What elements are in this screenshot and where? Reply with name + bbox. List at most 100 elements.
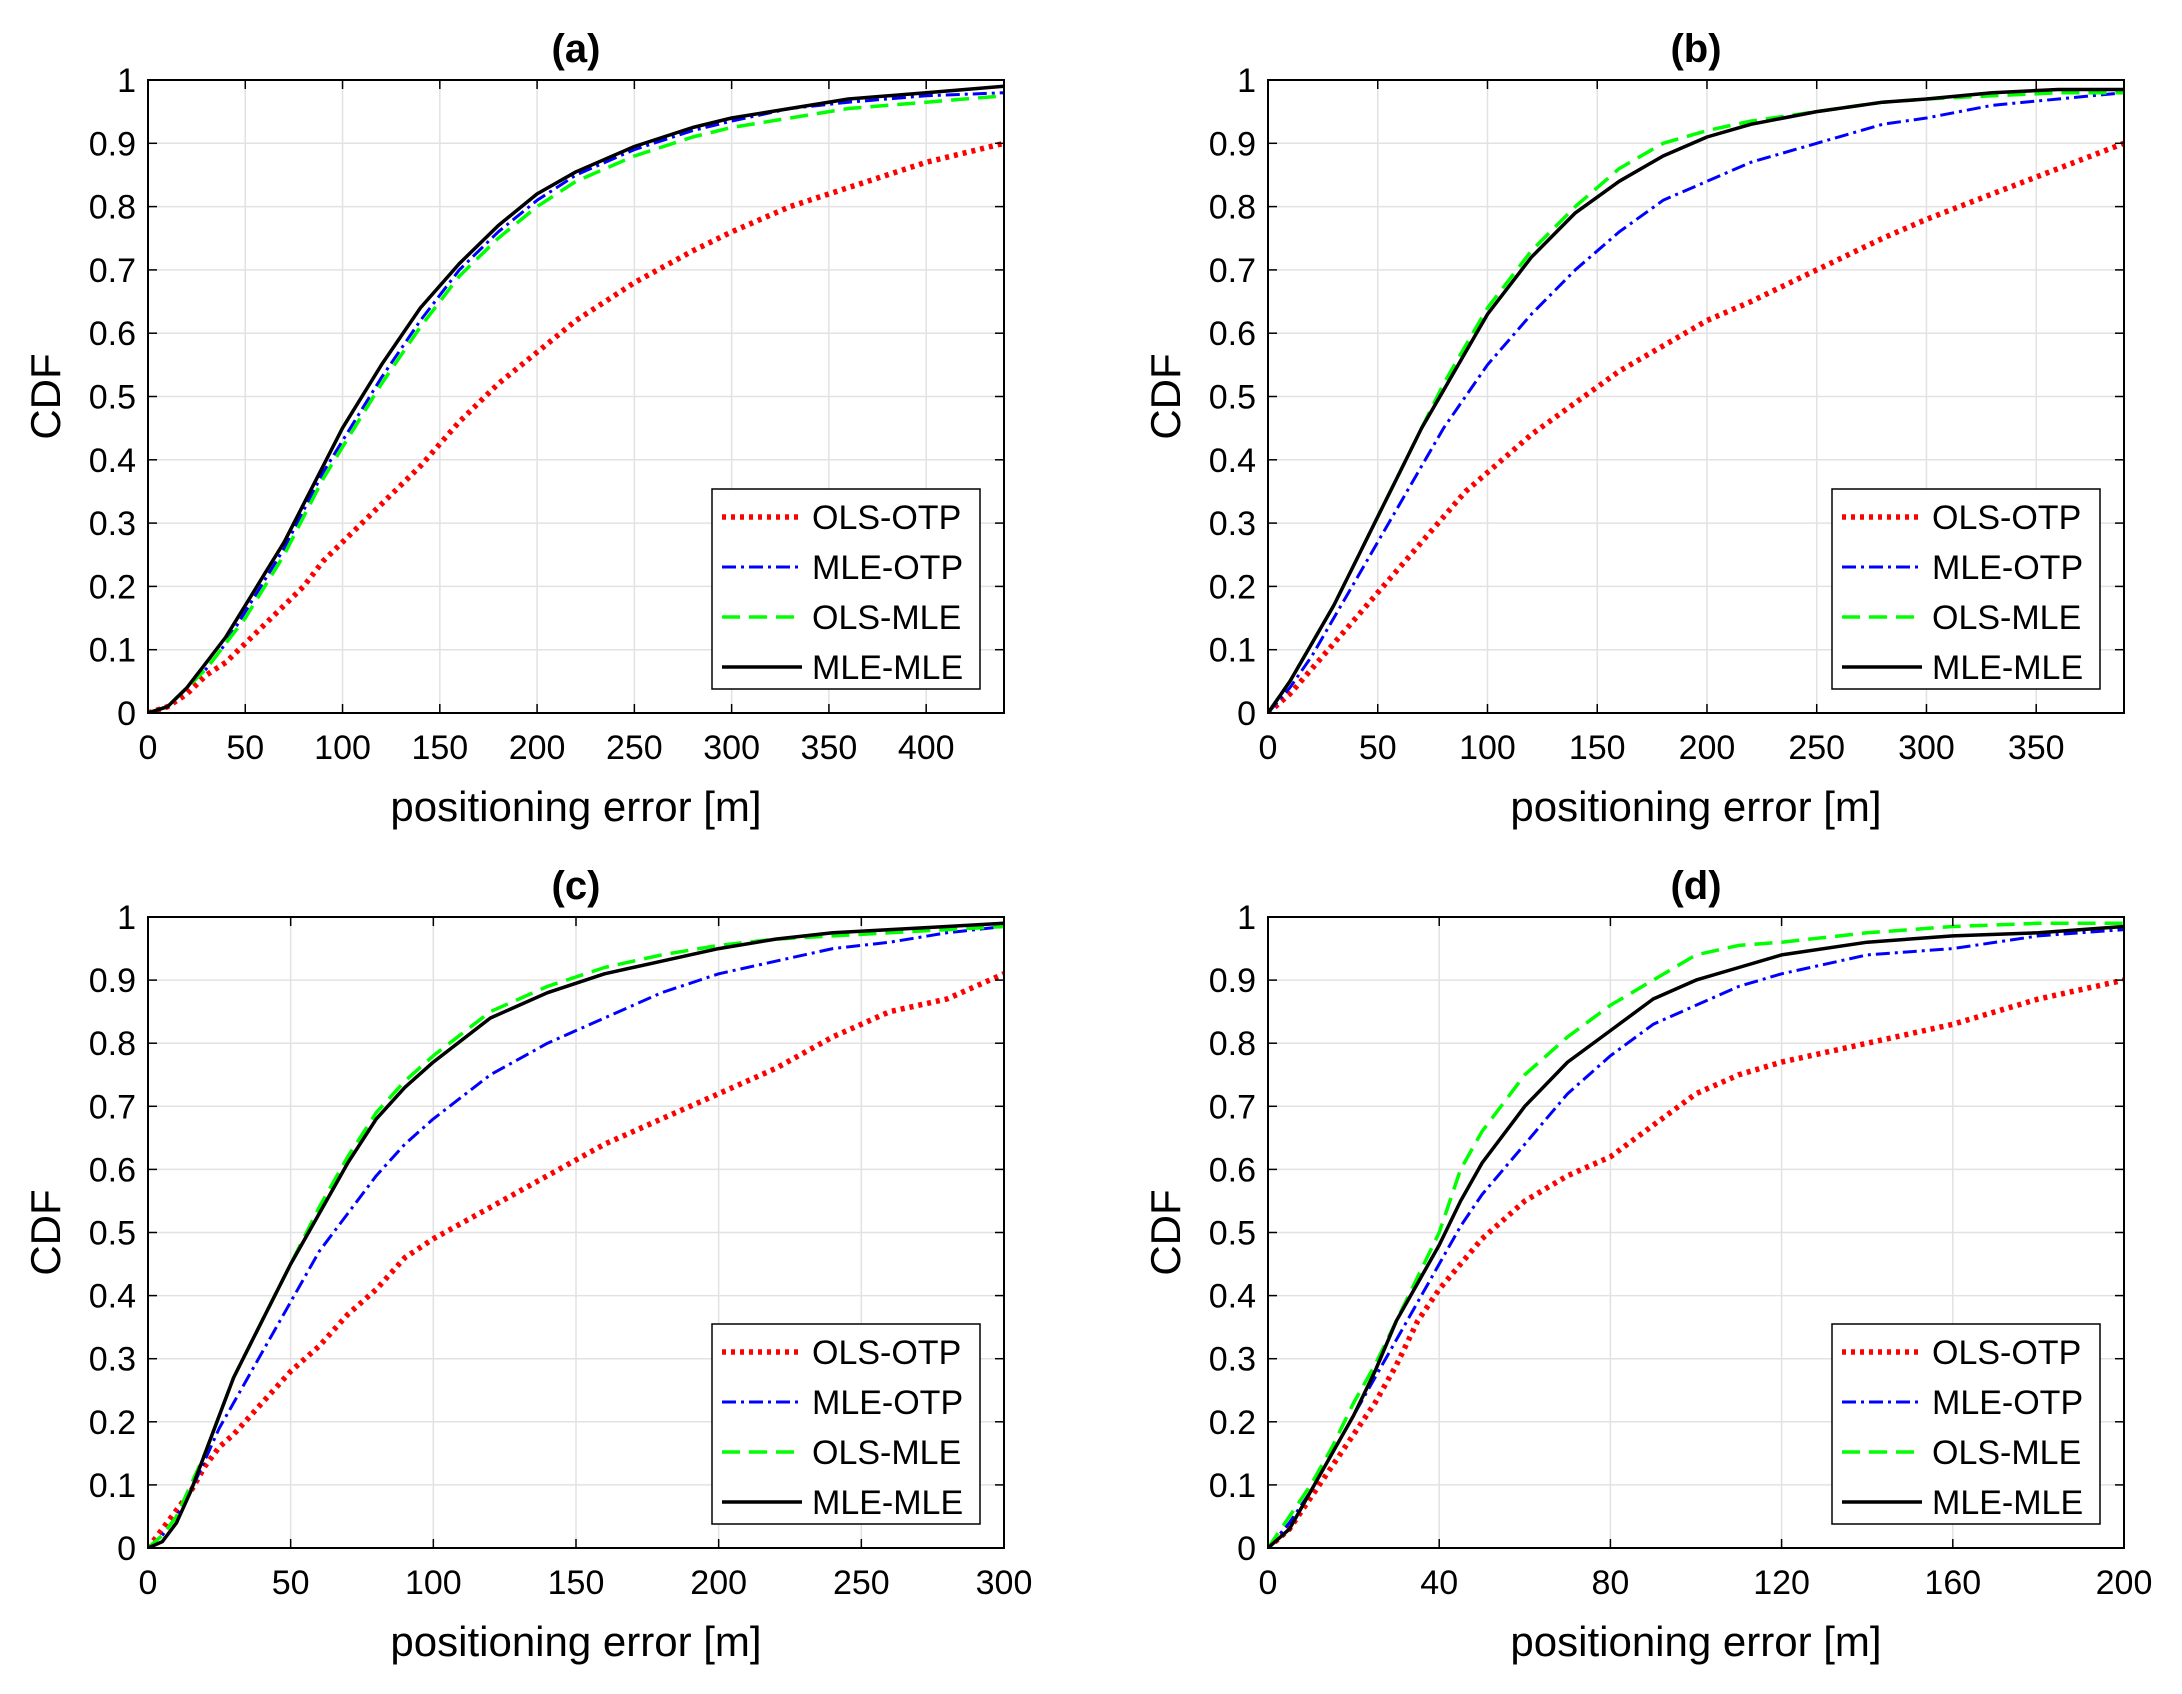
legend: OLS-OTP MLE-OTP OLS-MLE MLE-MLE	[1831, 1323, 2101, 1525]
y-tick-label: 0	[117, 1530, 136, 1568]
y-tick-label: 1	[117, 62, 136, 100]
panel-b: 0 50 100 150 200 250 300 350 0 0.1 0.2 0.3 0.4 0.5 0.6…	[1142, 27, 2125, 830]
legend-label: OLS-MLE	[812, 1434, 961, 1472]
legend-label: OLS-OTP	[812, 499, 961, 537]
x-tick-label: 350	[2008, 729, 2065, 767]
legend-label: MLE-MLE	[1932, 1484, 2083, 1522]
x-axis-label: positioning error [m]	[1510, 1618, 1881, 1665]
chart-title: (b)	[1670, 27, 1721, 71]
x-tick-label: 250	[1788, 729, 1845, 767]
y-tick-label: 0.1	[1209, 1467, 1256, 1505]
series-line-ols-otp	[148, 140, 1004, 713]
y-tick-label: 0.3	[1209, 505, 1256, 543]
y-tick-label: 0.7	[1209, 252, 1256, 290]
x-axis-label: positioning error [m]	[390, 1618, 761, 1665]
legend-label: MLE-OTP	[812, 549, 963, 587]
x-tick-label: 0	[1259, 1564, 1278, 1602]
y-tick-label: 0.3	[89, 1341, 136, 1379]
y-tick-label: 0.5	[89, 379, 136, 417]
legend-label: OLS-MLE	[812, 599, 961, 637]
y-tick-label: 0	[117, 695, 136, 733]
x-tick-label: 50	[1359, 729, 1397, 767]
legend-label: MLE-OTP	[812, 1384, 963, 1422]
y-tick-label: 0.1	[1209, 632, 1256, 670]
legend-box	[1831, 488, 2101, 690]
legend-label: OLS-OTP	[812, 1334, 961, 1372]
y-tick-label: 0.2	[1209, 1404, 1256, 1442]
legend-label: OLS-OTP	[1932, 1334, 2081, 1372]
y-tick-label: 0.6	[89, 315, 136, 353]
y-tick-label: 0	[1237, 1530, 1256, 1568]
y-tick-label: 0.4	[89, 442, 136, 480]
panel-d: 0 40 80 120 160 200 0 0.1 0.2 0.3 0.4 0.5 0.6 0.7 0.8 0…	[1142, 864, 2152, 1665]
y-tick-label: 0.6	[1209, 315, 1256, 353]
y-tick-label: 0.6	[89, 1151, 136, 1189]
x-axis-label: positioning error [m]	[390, 783, 761, 830]
legend-box	[1831, 1323, 2101, 1525]
y-axis-label: CDF	[22, 353, 69, 439]
legend-label: MLE-MLE	[1932, 649, 2083, 687]
x-tick-label: 100	[314, 729, 371, 767]
y-tick-label: 1	[117, 899, 136, 937]
x-tick-label: 300	[703, 729, 760, 767]
y-tick-label: 0.2	[89, 568, 136, 606]
y-tick-label: 0	[1237, 695, 1256, 733]
x-tick-label: 200	[1679, 729, 1736, 767]
series-line-ols-otp	[1268, 977, 2124, 1548]
y-tick-label: 0.7	[89, 1088, 136, 1126]
chart-title: (d)	[1670, 864, 1721, 908]
y-tick-label: 0.9	[89, 125, 136, 163]
x-tick-label: 250	[833, 1564, 890, 1602]
x-tick-label: 250	[606, 729, 663, 767]
y-tick-label: 0.8	[89, 189, 136, 227]
x-tick-label: 100	[1459, 729, 1516, 767]
series-line-mle-otp	[1268, 91, 2124, 713]
x-tick-label: 120	[1753, 1564, 1810, 1602]
series-line-ols-mle	[148, 94, 1004, 713]
y-tick-label: 0.2	[89, 1404, 136, 1442]
series-line-mle-mle	[148, 84, 1004, 713]
panel-c: 0 50 100 150 200 250 300 0 0.1 0.2 0.3 0.4 0.5 0.6 0.7…	[22, 864, 1032, 1665]
series-line-mle-mle	[1268, 924, 2124, 1548]
legend-label: MLE-MLE	[812, 1484, 963, 1522]
y-tick-label: 0.7	[1209, 1088, 1256, 1126]
legend-label: OLS-OTP	[1932, 499, 2081, 537]
series-line-mle-mle	[148, 921, 1004, 1548]
x-tick-label: 0	[139, 729, 158, 767]
panel-a: 0 50 100 150 200 250 300 350 400 0 0.1 0.2 0.3 0.4 0.5…	[22, 27, 1005, 830]
legend-label: MLE-OTP	[1932, 1384, 2083, 1422]
y-axis-label: CDF	[1142, 1189, 1189, 1275]
y-tick-label: 1	[1237, 899, 1256, 937]
x-tick-label: 300	[976, 1564, 1033, 1602]
x-tick-label: 0	[1259, 729, 1278, 767]
chart-title: (c)	[552, 864, 601, 908]
y-tick-label: 0.8	[1209, 1025, 1256, 1063]
y-tick-label: 0.1	[89, 632, 136, 670]
x-tick-label: 150	[411, 729, 468, 767]
y-axis-label: CDF	[22, 1189, 69, 1275]
x-tick-label: 50	[226, 729, 264, 767]
x-tick-label: 160	[1924, 1564, 1981, 1602]
chart-title: (a)	[552, 27, 601, 71]
x-tick-label: 400	[898, 729, 955, 767]
series-line-mle-mle	[1268, 87, 2124, 713]
y-tick-label: 0.4	[1209, 442, 1256, 480]
y-tick-label: 0.9	[89, 962, 136, 1000]
legend-label: MLE-OTP	[1932, 549, 2083, 587]
y-tick-label: 1	[1237, 62, 1256, 100]
y-tick-label: 0.5	[89, 1215, 136, 1253]
y-tick-label: 0.7	[89, 252, 136, 290]
y-tick-label: 0.5	[1209, 379, 1256, 417]
legend-label: MLE-MLE	[812, 649, 963, 687]
legend: OLS-OTP MLE-OTP OLS-MLE MLE-MLE	[711, 488, 981, 690]
y-tick-label: 0.8	[1209, 189, 1256, 227]
x-tick-label: 200	[690, 1564, 747, 1602]
y-tick-label: 0.1	[89, 1467, 136, 1505]
legend-box	[711, 1323, 981, 1525]
x-tick-label: 200	[2096, 1564, 2153, 1602]
y-tick-label: 0.3	[89, 505, 136, 543]
legend-label: OLS-MLE	[1932, 1434, 2081, 1472]
x-tick-label: 0	[139, 1564, 158, 1602]
series-line-ols-mle	[1268, 921, 2124, 1548]
